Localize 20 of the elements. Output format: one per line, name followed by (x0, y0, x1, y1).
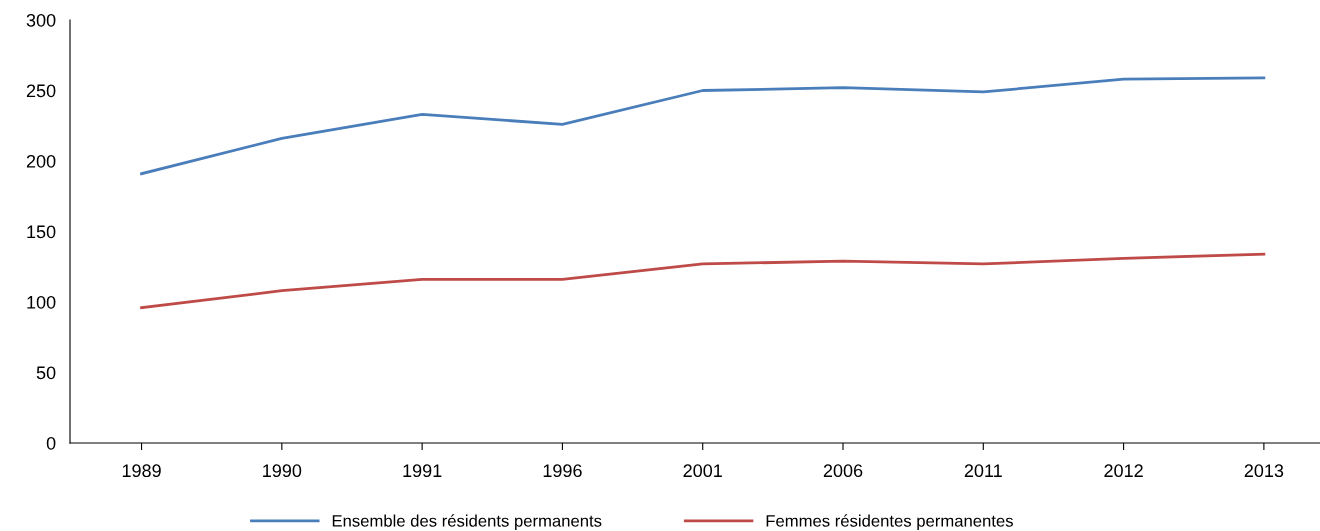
y-tick-label: 50 (36, 366, 56, 380)
line-series (140, 252, 1266, 310)
x-tick-label: 1996 (543, 464, 582, 478)
legend-label: Ensemble des résidents permanents (332, 514, 602, 531)
y-tick-label: 150 (27, 225, 56, 239)
y-tick-label: 0 (46, 436, 56, 450)
y-tick-label: 100 (27, 295, 56, 309)
x-tick-label: 2011 (964, 464, 1002, 478)
y-tick-label: 250 (26, 84, 56, 98)
y-tick-label: 300 (26, 13, 56, 27)
x-tick-label: 1991 (403, 464, 442, 478)
y-tick-label: 200 (26, 154, 56, 168)
x-tick-label: 1990 (263, 464, 302, 478)
legend-label: Femmes résidentes permanentes (766, 514, 1013, 531)
x-tick-label: 2013 (1244, 464, 1284, 478)
x-tick-label: 1989 (122, 464, 161, 478)
x-tick-label: 2001 (683, 464, 722, 478)
x-tick-label: 2012 (1104, 464, 1143, 478)
x-tick-label: 2006 (823, 464, 863, 478)
line-series (140, 76, 1266, 176)
